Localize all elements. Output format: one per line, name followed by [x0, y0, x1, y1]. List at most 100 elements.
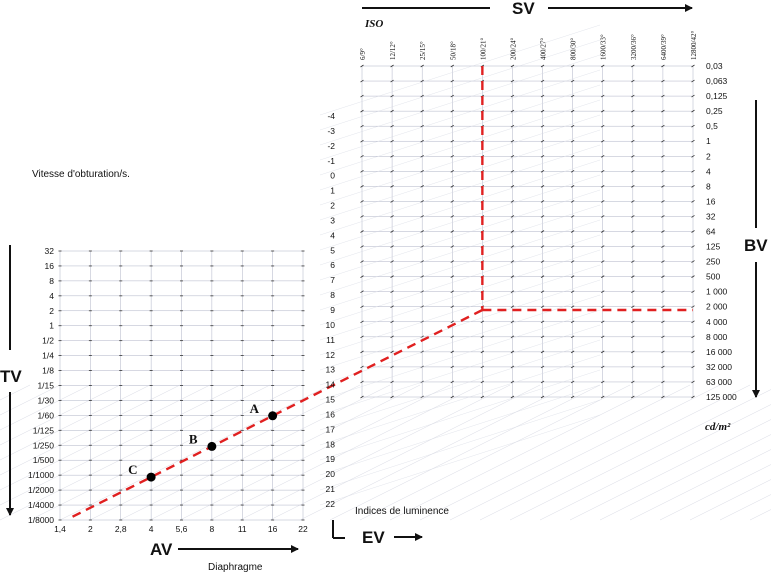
iso-tick-label: 800/30°	[570, 38, 578, 60]
grid-tick	[540, 64, 545, 68]
grid-tick	[360, 305, 364, 309]
ev-tick-label: 11	[326, 335, 335, 345]
grid-tick	[631, 124, 635, 128]
grid-tick	[360, 365, 364, 369]
iso-tick-label: 3200/36°	[630, 34, 638, 60]
grid-tick	[360, 139, 364, 143]
tv-tick-label: 2	[49, 306, 54, 316]
grid-tick	[450, 395, 454, 399]
bv-tick-label: 0,03	[706, 61, 723, 71]
av-tick-label: 11	[238, 524, 247, 534]
ev-diagonal-line	[449, 384, 721, 521]
tv-tick-label: 1/8	[42, 366, 54, 376]
grid-tick	[570, 64, 575, 68]
bv-tick-label: 63 000	[706, 377, 732, 387]
ev-diagonal-line	[689, 479, 771, 521]
grid-tick	[390, 109, 394, 113]
grid-tick	[450, 365, 454, 369]
grid-tick	[390, 275, 394, 278]
ev-diagonal-line	[659, 464, 771, 521]
grid-tick	[570, 335, 575, 339]
ev-connector-line	[319, 234, 601, 326]
grid-tick	[631, 395, 635, 399]
grid-tick	[661, 139, 665, 143]
ev-connector-line	[319, 129, 601, 221]
ev-connector-line	[319, 309, 601, 401]
ev-diagonal-line	[329, 384, 601, 521]
iso-tick-label: 12800/42°	[690, 31, 698, 60]
bv-tick-label: 0,125	[706, 91, 728, 101]
grid-tick	[390, 185, 394, 188]
grid-tick	[360, 290, 364, 294]
grid-tick	[661, 395, 665, 399]
grid-tick	[480, 395, 485, 399]
ev-diagonal-line	[149, 384, 421, 521]
grid-tick	[540, 139, 545, 143]
grid-tick	[510, 245, 515, 248]
grid-tick	[360, 275, 364, 278]
ev-diagonal-line	[209, 384, 481, 521]
ev-diagonal-line	[359, 384, 631, 521]
ev-connector-line	[319, 114, 601, 206]
ev-tick-label: -4	[327, 111, 335, 121]
grid-tick	[390, 380, 394, 384]
grid-tick	[450, 79, 454, 83]
grid-tick	[480, 380, 485, 384]
grid-tick	[360, 185, 364, 188]
grid-tick	[390, 395, 394, 399]
grid-tick	[601, 275, 605, 278]
grid-tick	[691, 109, 695, 113]
grid-tick	[661, 185, 665, 188]
ev-diagonal-line	[59, 384, 331, 521]
ev-tick-label: 20	[326, 469, 336, 479]
ev-diagonal-line	[119, 384, 391, 521]
ev-tick-label: 13	[326, 365, 336, 375]
bv-label: BV	[744, 236, 768, 255]
bv-tick-label: 1	[706, 136, 711, 146]
grid-tick	[510, 305, 515, 309]
tv-tick-label: 1/500	[33, 455, 55, 465]
ev-connector-line	[319, 69, 601, 161]
grid-tick	[661, 215, 665, 218]
bv-tick-label: 16 000	[706, 347, 732, 357]
grid-tick	[631, 154, 635, 158]
grid-tick	[420, 94, 424, 98]
av-tick-label: 16	[268, 524, 278, 534]
grid-tick	[450, 124, 454, 128]
grid-tick	[390, 365, 394, 369]
grid-tick	[601, 380, 605, 384]
grid-tick	[601, 260, 605, 263]
bv-tick-label: 125	[706, 242, 720, 252]
grid-layer	[0, 24, 771, 521]
grid-tick	[390, 169, 394, 173]
grid-tick	[570, 380, 575, 384]
grid-tick	[691, 335, 695, 339]
grid-tick	[570, 200, 575, 203]
grid-tick	[510, 290, 515, 294]
tv-tick-label: 1/250	[33, 440, 55, 450]
point-c-marker	[146, 472, 156, 482]
grid-tick	[570, 185, 575, 188]
grid-tick	[570, 260, 575, 263]
grid-tick	[540, 230, 545, 233]
grid-tick	[691, 185, 695, 188]
ev-tick-label: 1	[330, 186, 335, 196]
grid-tick	[450, 154, 454, 158]
grid-tick	[510, 260, 515, 263]
grid-tick	[540, 200, 545, 203]
grid-tick	[360, 230, 364, 233]
grid-tick	[540, 215, 545, 218]
grid-tick	[661, 380, 665, 384]
iso-tick-label: 6/9°	[359, 48, 367, 60]
av-tick-label: 4	[149, 524, 154, 534]
ev-connector-line	[319, 54, 601, 146]
grid-tick	[420, 124, 424, 128]
aperture-label: Diaphragme	[208, 562, 263, 573]
tv-tick-label: 4	[49, 291, 54, 301]
grid-tick	[360, 350, 364, 354]
grid-tick	[420, 200, 424, 203]
grid-tick	[480, 350, 485, 354]
ev-tick-label: 14	[326, 380, 336, 390]
point-a-marker	[268, 411, 278, 421]
ev-connector-line	[319, 39, 601, 131]
